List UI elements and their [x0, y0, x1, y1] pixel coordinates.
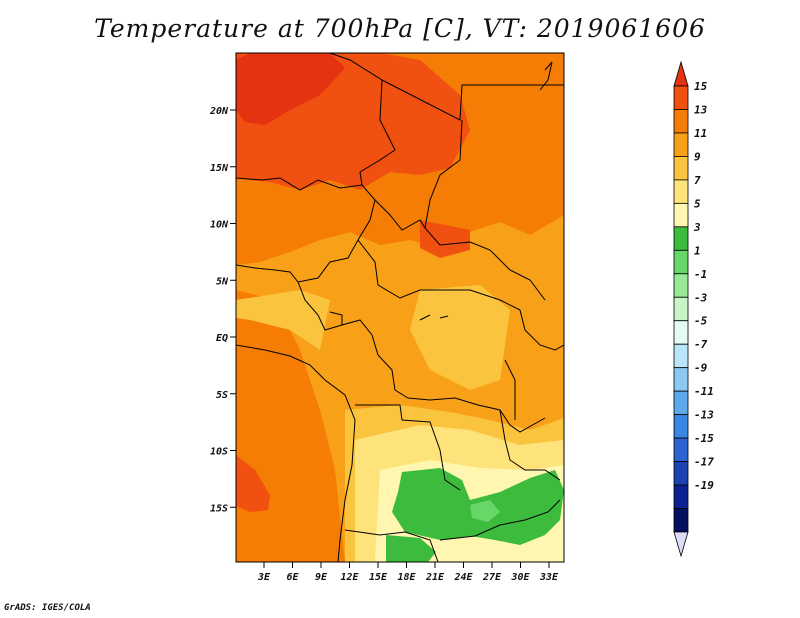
lat-label: 15N [210, 163, 229, 174]
colorbar-label: -7 [694, 338, 708, 351]
country-borders [236, 53, 564, 562]
colorbar-box [673, 249, 689, 275]
border-line [439, 499, 561, 541]
colorbar-label: -5 [694, 315, 708, 328]
colorbar-box [673, 414, 689, 439]
colorbar-label: 5 [694, 197, 701, 210]
colorbar-label: -19 [694, 479, 714, 492]
lon-label: 24E [453, 572, 473, 583]
colorbar-top-arrow [673, 60, 689, 87]
lon-label: 15E [369, 572, 388, 583]
border-line [374, 199, 426, 231]
colorbar-label: 3 [693, 221, 701, 234]
colorbar-label: 11 [694, 127, 707, 140]
colorbar-box [673, 226, 689, 251]
border-line [519, 309, 564, 351]
colorbar-box [673, 85, 689, 110]
border-line [236, 177, 363, 191]
lat-label: EQ [216, 333, 228, 344]
colorbar-box [673, 273, 689, 298]
colorbar-label: 13 [694, 103, 708, 116]
plot-frame [235, 52, 565, 563]
colorbar-label: -9 [694, 362, 708, 375]
field-1c-angola [386, 535, 436, 562]
border-line [236, 53, 396, 283]
field-13c-southwest [236, 455, 270, 512]
border-line [329, 311, 343, 325]
colorbar-label: -3 [694, 291, 708, 304]
border-line [355, 404, 461, 491]
lon-label: 9E [315, 572, 328, 583]
colorbar-label: -13 [694, 409, 714, 422]
colorbar-box [673, 461, 689, 486]
colorbar-label: -17 [694, 456, 714, 469]
lat-label: 20N [209, 106, 229, 117]
border-line [344, 529, 439, 562]
colorbar-label: 9 [694, 150, 701, 163]
lon-label: 30E [510, 572, 530, 583]
lat-label: 5N [216, 276, 229, 287]
colorbar: 15 13 11 9 7 5 3 1 -1 -3 -5 -7 -9 -11 -13 -15 -17 -19 [673, 60, 714, 558]
lon-label: 27E [482, 572, 502, 583]
river-line [419, 314, 449, 321]
grads-credit: GrADS: IGES/COLA [4, 603, 91, 613]
field-13c-central [420, 220, 470, 258]
coastline [236, 344, 356, 562]
lat-label: 10N [210, 220, 229, 231]
colorbar-box [673, 367, 689, 392]
lat-label: 10S [210, 447, 228, 458]
lon-label: 33E [539, 572, 559, 583]
latitude-axis: 20N 15N 10N 5N EQ 5S 10S 15S [209, 106, 236, 514]
border-line [297, 281, 546, 433]
field-15c-north [236, 53, 345, 125]
colorbar-box [673, 320, 689, 345]
colorbar-box [673, 437, 689, 462]
lon-label: 12E [340, 572, 359, 583]
lat-label: 15S [210, 503, 228, 514]
colorbar-label: 1 [694, 244, 701, 257]
colorbar-box [673, 109, 689, 134]
colorbar-box [673, 296, 689, 322]
colorbar-box [673, 179, 689, 204]
border-line [499, 409, 561, 481]
field-neg1c-patch [470, 500, 500, 522]
colorbar-box [673, 132, 689, 157]
colorbar-box [673, 484, 689, 509]
colorbar-box [673, 390, 689, 416]
colorbar-box [673, 508, 689, 533]
border-line [424, 119, 546, 301]
coastline-red-sea [539, 61, 553, 91]
colorbar-label: -1 [694, 268, 707, 281]
field-7c-congo [410, 285, 510, 390]
lon-label: 21E [425, 572, 445, 583]
lake-outline [504, 359, 516, 420]
colorbar-label: -15 [694, 432, 714, 445]
colorbar-label: -11 [694, 385, 714, 398]
lon-label: 3E [257, 572, 271, 583]
colorbar-bottom-arrow [673, 531, 689, 558]
field-7c-gabon [236, 290, 330, 350]
lon-label: 6E [286, 572, 299, 583]
map-title: Temperature at 700hPa [C], VT: 201906160… [94, 14, 706, 43]
colorbar-box [673, 343, 689, 369]
colorbar-box [673, 156, 689, 181]
lon-label: 18E [397, 572, 416, 583]
border-line [381, 79, 564, 121]
colorbar-box [673, 202, 689, 228]
border-line [357, 239, 521, 311]
colorbar-label: 7 [694, 174, 701, 187]
longitude-axis: 3E 6E 9E 12E 15E 18E 21E 24E 27E 30E 33E [257, 562, 559, 583]
colorbar-label: 15 [694, 80, 708, 93]
lat-label: 5S [216, 390, 228, 401]
